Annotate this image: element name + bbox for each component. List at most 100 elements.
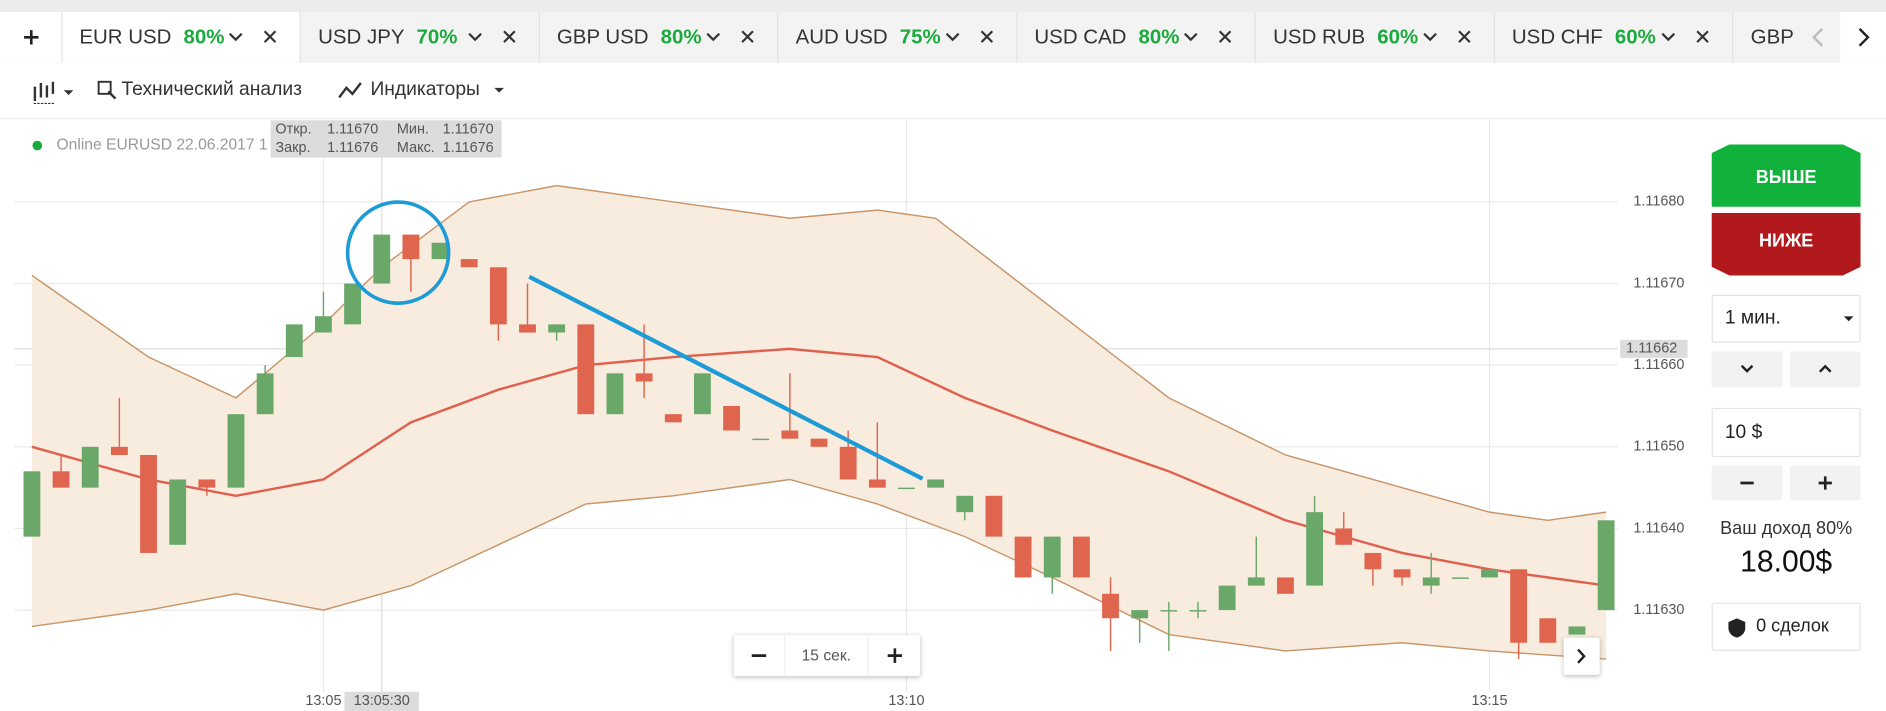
- y-tick-label: 1.11630: [1633, 602, 1684, 618]
- x-tick-label: 13:15: [1471, 693, 1507, 709]
- candle-body: [519, 324, 536, 333]
- indicators-button[interactable]: Индикаторы: [370, 79, 480, 100]
- online-dot: [32, 140, 43, 151]
- candle-body: [81, 446, 99, 488]
- crosshair-label: 13:05:30: [354, 693, 410, 709]
- tab-pair: GBP: [1750, 25, 1794, 49]
- timeframe-value: 1 мин.: [1724, 307, 1781, 329]
- tab-scroll-right[interactable]: [1840, 12, 1886, 63]
- candle-body: [1422, 577, 1440, 586]
- chart-type-button[interactable]: [29, 77, 77, 106]
- tab-payout: 70%: [416, 25, 458, 49]
- ohlc-text: 1.11670: [443, 122, 494, 138]
- candle-body: [315, 316, 332, 333]
- candle-body: [431, 242, 449, 260]
- candle-body: [402, 234, 420, 260]
- tab[interactable]: EUR USD 80%: [62, 12, 301, 63]
- down-button[interactable]: НИЖЕ: [1711, 212, 1861, 276]
- y-tick-label: 1.11680: [1633, 194, 1684, 210]
- y-tick-label: 1.11640: [1633, 520, 1684, 536]
- tab[interactable]: USD CHF 60%: [1495, 12, 1734, 63]
- tab-icons: [467, 30, 515, 43]
- candle-body: [1597, 520, 1615, 611]
- candle-body: [373, 234, 391, 284]
- chevron-down: [1740, 364, 1754, 373]
- ohlc-text: 1.11676: [443, 140, 494, 156]
- income-value: 18.00$: [1740, 544, 1833, 579]
- tab[interactable]: GBP: [1733, 12, 1799, 63]
- plus-icon: [24, 30, 39, 45]
- trades-count: 0 сделок: [1756, 615, 1829, 637]
- tab[interactable]: USD RUB 60%: [1256, 12, 1495, 63]
- amount-plus[interactable]: [1789, 465, 1861, 501]
- candle-body: [1335, 528, 1353, 545]
- zoom-out-button[interactable]: [734, 635, 785, 676]
- zoom-in-button[interactable]: [870, 635, 921, 676]
- timeframe-up[interactable]: [1789, 351, 1861, 388]
- tab-payout: 60%: [1614, 25, 1656, 49]
- tab-pair: USD CAD: [1034, 25, 1127, 49]
- candle-body: [985, 495, 1003, 537]
- candle-body: [1568, 626, 1586, 635]
- dropdown-caret: [1843, 316, 1854, 322]
- zoom-interval: 15 сек.: [784, 635, 869, 677]
- candle-body: [1364, 552, 1382, 570]
- candle-body: [1539, 618, 1557, 643]
- candle-body: [927, 479, 945, 488]
- candle-body: [898, 487, 915, 490]
- tab-pair: AUD USD: [795, 25, 888, 49]
- close-icon: [980, 30, 993, 43]
- close-icon: [1457, 30, 1470, 43]
- tab[interactable]: USD CAD 80%: [1017, 12, 1256, 63]
- candle-body: [1218, 585, 1236, 611]
- timeframe-down[interactable]: [1711, 351, 1783, 388]
- candle-body: [1014, 536, 1032, 578]
- tab-icons: [1661, 30, 1709, 43]
- add-tab-button[interactable]: [0, 12, 63, 63]
- analysis-icon: [97, 80, 117, 100]
- close-icon: [1696, 30, 1709, 43]
- chevron-down: [706, 32, 721, 42]
- tab[interactable]: USD JPY 70%: [301, 12, 540, 63]
- timeframe-select[interactable]: 1 мин.: [1711, 294, 1861, 343]
- tab-pair: USD CHF: [1511, 25, 1603, 49]
- trades-box[interactable]: 0 сделок: [1711, 602, 1861, 651]
- up-button[interactable]: ВЫШЕ: [1711, 144, 1861, 207]
- candle-body: [868, 479, 886, 488]
- tab-pair: GBP USD: [556, 25, 649, 49]
- candle-body: [52, 471, 70, 488]
- candle-body: [635, 373, 653, 382]
- candle-body: [256, 373, 274, 415]
- tab-icons: [706, 30, 754, 43]
- ohlc-text: Макс.: [397, 140, 435, 156]
- tab[interactable]: GBP USD 80%: [540, 12, 779, 63]
- tab-pair: USD RUB: [1273, 25, 1366, 49]
- candle-body: [577, 324, 595, 415]
- candle-body: [1102, 593, 1119, 619]
- tab-icons: [1183, 30, 1232, 43]
- chevron-down: [1183, 32, 1198, 42]
- ohlc-text: Мин.: [397, 122, 429, 138]
- income-label: Ваш доход 80%: [1720, 518, 1853, 539]
- tab[interactable]: AUD USD 75%: [778, 12, 1017, 63]
- close-icon: [1218, 30, 1232, 43]
- candle-body: [752, 438, 770, 441]
- amount-input[interactable]: 10 $: [1711, 407, 1861, 458]
- close-icon: [502, 30, 515, 43]
- tab-icons: [945, 30, 993, 43]
- chevron-right: [1577, 648, 1586, 664]
- last-price-label: 1.11662: [1626, 341, 1677, 357]
- ohlc-tooltip: [270, 120, 502, 158]
- tab-scroll-left[interactable]: [1796, 12, 1841, 63]
- band-fill: [31, 185, 1607, 660]
- candle-body: [1277, 577, 1294, 594]
- candle-body: [489, 267, 507, 325]
- scroll-next-button[interactable]: [1563, 637, 1600, 675]
- candle-body: [344, 283, 362, 325]
- amount-minus[interactable]: [1711, 465, 1783, 501]
- upper-band-line: [31, 184, 1607, 522]
- candle-body: [1510, 569, 1528, 643]
- candle-body: [169, 479, 187, 545]
- analysis-button[interactable]: Технический анализ: [121, 79, 302, 100]
- candle-body: [285, 324, 303, 358]
